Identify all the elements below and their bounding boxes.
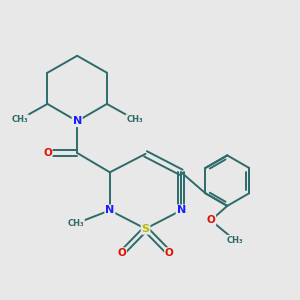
Text: CH₃: CH₃ bbox=[126, 115, 143, 124]
Text: S: S bbox=[142, 224, 149, 234]
Text: CH₃: CH₃ bbox=[226, 236, 243, 244]
Text: N: N bbox=[177, 205, 186, 215]
Text: N: N bbox=[73, 116, 82, 126]
Text: O: O bbox=[117, 248, 126, 258]
Text: CH₃: CH₃ bbox=[68, 219, 84, 228]
Text: O: O bbox=[43, 148, 52, 158]
Text: O: O bbox=[165, 248, 174, 258]
Text: CH₃: CH₃ bbox=[11, 115, 28, 124]
Text: N: N bbox=[105, 205, 115, 215]
Text: O: O bbox=[207, 215, 215, 225]
